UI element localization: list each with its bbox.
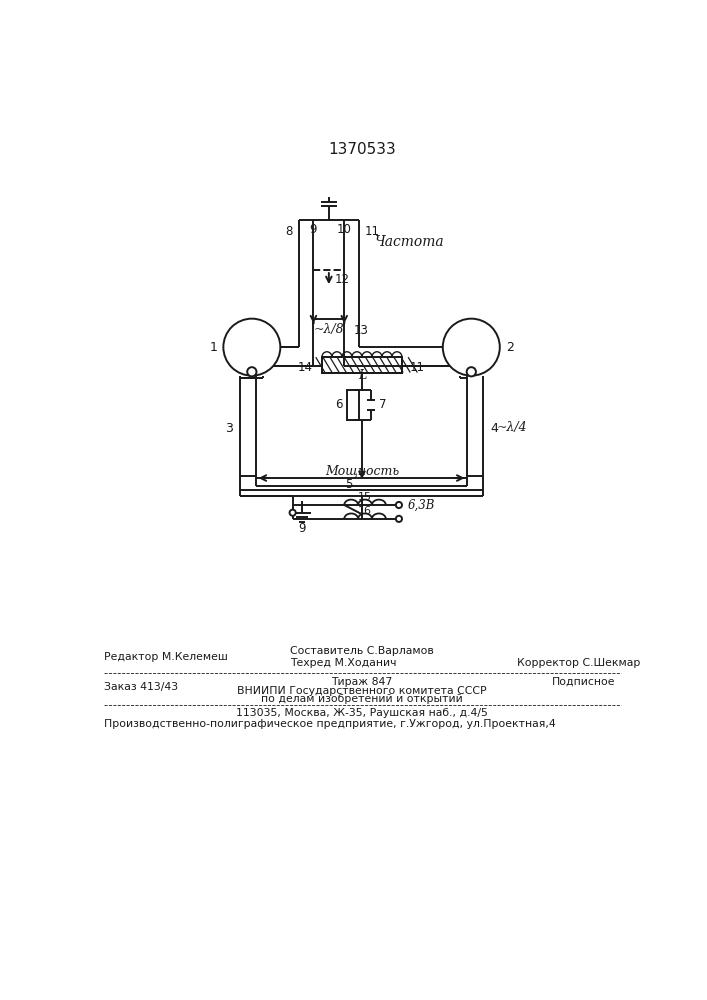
Text: Подписное: Подписное bbox=[552, 677, 616, 687]
Text: 4: 4 bbox=[491, 422, 498, 434]
Text: 16: 16 bbox=[358, 506, 372, 516]
Text: ~λ/8: ~λ/8 bbox=[313, 323, 344, 336]
Text: Мощность: Мощность bbox=[325, 465, 399, 478]
Text: 14: 14 bbox=[298, 361, 312, 374]
Circle shape bbox=[396, 516, 402, 522]
Circle shape bbox=[443, 319, 500, 376]
Circle shape bbox=[247, 367, 257, 376]
Text: 11: 11 bbox=[409, 361, 425, 374]
Text: 15: 15 bbox=[358, 492, 372, 502]
Text: 9: 9 bbox=[298, 522, 305, 535]
Text: Корректор С.Шекмар: Корректор С.Шекмар bbox=[518, 658, 641, 668]
Circle shape bbox=[467, 367, 476, 376]
Circle shape bbox=[290, 510, 296, 516]
Text: ВНИИПИ Государственного комитета СССР: ВНИИПИ Государственного комитета СССР bbox=[237, 686, 486, 696]
Text: 5: 5 bbox=[345, 478, 353, 491]
Bar bbox=[346, 390, 359, 420]
Text: 2: 2 bbox=[506, 341, 514, 354]
Text: 1370533: 1370533 bbox=[328, 142, 396, 157]
Text: 10: 10 bbox=[337, 223, 351, 236]
Text: 7: 7 bbox=[379, 398, 387, 411]
Text: Составитель С.Варламов: Составитель С.Варламов bbox=[291, 646, 434, 656]
Text: 12: 12 bbox=[334, 273, 349, 286]
Text: 1: 1 bbox=[209, 341, 217, 354]
Bar bbox=[322, 357, 402, 373]
Text: 113035, Москва, Ж-35, Раушская наб., д.4/5: 113035, Москва, Ж-35, Раушская наб., д.4… bbox=[236, 708, 488, 718]
Text: 9: 9 bbox=[310, 223, 317, 236]
Text: ~λ/4: ~λ/4 bbox=[497, 422, 527, 434]
Text: Производственно-полиграфическое предприятие, г.Ужгород, ул.Проектная,4: Производственно-полиграфическое предприя… bbox=[104, 719, 556, 729]
Text: 6: 6 bbox=[335, 398, 343, 411]
Text: Редактор М.Келемеш: Редактор М.Келемеш bbox=[104, 652, 228, 662]
Text: 3: 3 bbox=[225, 422, 233, 434]
Bar bbox=[322, 357, 402, 373]
Text: по делам изобретений и открытий: по делам изобретений и открытий bbox=[261, 694, 463, 704]
Text: Заказ 413/43: Заказ 413/43 bbox=[104, 682, 178, 692]
Circle shape bbox=[396, 502, 402, 508]
Text: 11: 11 bbox=[365, 225, 380, 238]
Text: Частота: Частота bbox=[374, 235, 444, 249]
Text: Тираж 847: Тираж 847 bbox=[332, 677, 392, 687]
Circle shape bbox=[223, 319, 281, 376]
Text: 6,3В: 6,3В bbox=[407, 498, 435, 512]
Text: 13: 13 bbox=[354, 324, 368, 337]
Text: Техред М.Ходанич: Техред М.Ходанич bbox=[291, 658, 397, 668]
Text: 8: 8 bbox=[286, 225, 293, 238]
Text: L: L bbox=[358, 369, 366, 382]
